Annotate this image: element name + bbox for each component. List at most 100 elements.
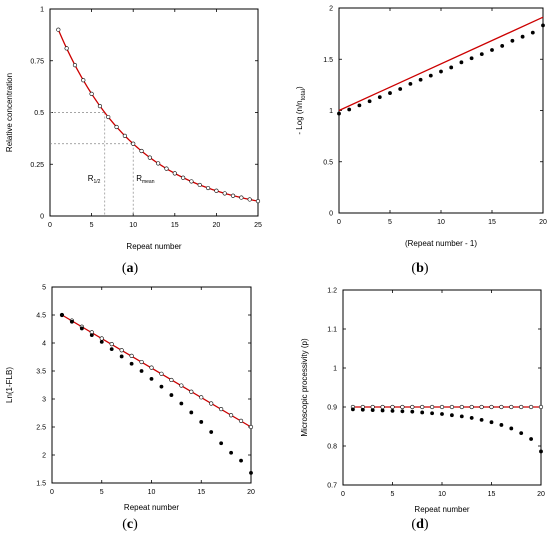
data-point-filled	[430, 411, 434, 416]
data-point-filled	[370, 408, 375, 413]
y-axis-label-end: )	[295, 86, 304, 89]
y-tick-label: 0.75	[30, 58, 44, 65]
data-point-filled	[337, 111, 341, 116]
data-point-filled	[70, 319, 74, 324]
data-point-filled	[89, 333, 94, 338]
y-tick-label: 1.5	[36, 481, 46, 488]
y-tick-label: 3	[42, 397, 46, 404]
data-point-filled	[439, 69, 443, 74]
data-point-filled	[388, 91, 392, 95]
data-point-open	[209, 401, 214, 406]
y-tick-label: 2	[42, 453, 46, 460]
chart-panel-b: 0 5 10 15 20 0 0.5 1 1.5 2 (Repeat number - 1) - Lo…	[295, 6, 547, 277]
y-axis-label-sub: total	[301, 89, 307, 100]
data-point-open	[489, 404, 494, 410]
data-point-open	[99, 336, 104, 341]
y-tick-label: 2.5	[36, 425, 46, 432]
plot-frame	[338, 7, 544, 214]
y-tick-label: 1	[40, 7, 44, 14]
x-tick-label: 10	[437, 219, 445, 226]
guide-annotation-main: R	[88, 174, 94, 183]
data-point-filled	[450, 413, 454, 418]
data-point-filled	[449, 65, 454, 70]
y-tick-label: 0	[329, 211, 333, 218]
x-tick-label: 0	[50, 489, 54, 496]
panel-label-letter: c	[127, 517, 133, 532]
y-axis-label: Ln(1-FLB)	[5, 367, 14, 403]
y-tick-label: 0.25	[30, 162, 44, 169]
plot-frame	[51, 286, 252, 484]
data-point-open	[131, 141, 136, 146]
data-point-filled	[489, 420, 494, 425]
y-tick-label: 4	[42, 341, 46, 348]
y-tick-label: 4.5	[36, 313, 46, 320]
data-point-filled	[189, 410, 194, 415]
y-tick-label: 0.7	[327, 483, 337, 490]
data-point-filled	[119, 354, 124, 359]
x-tick-label: 10	[129, 222, 137, 229]
panel-label: (a)	[122, 261, 139, 276]
x-tick-label: 5	[388, 219, 392, 226]
data-point-filled	[469, 56, 474, 61]
panel-label-letter: d	[416, 517, 424, 532]
data-point-filled	[209, 430, 214, 434]
data-point-open	[189, 389, 194, 394]
y-tick-label: 1	[333, 366, 337, 373]
data-point-open	[97, 103, 103, 109]
y-tick-label: 2	[329, 6, 333, 13]
panel-label-open: (	[411, 517, 416, 532]
panel-label-close: )	[133, 517, 138, 532]
x-tick-label: 15	[488, 219, 496, 226]
panel-label: (c)	[122, 517, 138, 532]
y-axis-label: Microscopic processivity (p)	[300, 338, 309, 437]
data-point-open	[538, 404, 544, 410]
data-point-filled	[469, 416, 474, 420]
y-axis-label: - Log (n/ntotal)	[295, 86, 307, 135]
data-point-open	[528, 404, 534, 410]
x-axis-label: Repeat number	[414, 505, 469, 514]
chart-panel-d: 0 5 10 15 20 0.7 0.8 0.9 1 1.1 1.2 Repeat number Mic…	[300, 288, 545, 533]
data-point-filled	[520, 34, 525, 39]
x-tick-label: 15	[171, 222, 179, 229]
data-point-filled	[510, 38, 515, 43]
data-point-filled	[139, 369, 144, 373]
y-axis-label: Relative concentration	[5, 73, 14, 152]
panel-label-open: (	[122, 261, 127, 276]
data-point-open	[179, 383, 184, 388]
data-point-filled	[400, 409, 405, 414]
data-point-filled	[357, 103, 362, 108]
x-tick-label: 10	[438, 491, 446, 498]
data-point-filled	[159, 384, 164, 389]
data-point-open	[164, 166, 169, 171]
y-tick-label: 0.9	[327, 405, 337, 412]
data-point-filled	[509, 426, 514, 431]
data-point-filled	[459, 414, 464, 419]
data-point-open	[459, 404, 464, 410]
x-axis-label: Repeat number	[126, 242, 181, 251]
guide-annotation-sub: 1/2	[94, 179, 101, 185]
data-point-filled	[109, 347, 114, 352]
data-point-open	[114, 124, 119, 130]
x-tick-label: 20	[247, 489, 255, 496]
y-tick-label: 3.5	[36, 369, 46, 376]
data-point-open	[214, 188, 219, 193]
y-tick-label: 1	[329, 108, 333, 115]
data-point-filled	[440, 412, 444, 416]
x-tick-label: 0	[341, 491, 345, 498]
data-point-filled	[459, 60, 464, 65]
x-tick-label: 5	[90, 222, 94, 229]
data-point-open	[439, 404, 445, 410]
data-point-open	[509, 404, 514, 410]
y-tick-label: 0.8	[327, 444, 337, 451]
data-point-filled	[420, 410, 425, 415]
data-point-open	[248, 424, 254, 430]
data-point-filled	[129, 361, 134, 366]
data-point-open	[400, 404, 405, 410]
data-point-open	[380, 404, 385, 410]
data-point-filled	[347, 107, 352, 112]
data-point-open	[89, 91, 94, 96]
data-point-filled	[239, 458, 243, 463]
data-point-filled	[60, 313, 64, 317]
x-tick-label: 5	[100, 489, 104, 496]
data-point-open	[222, 191, 227, 196]
